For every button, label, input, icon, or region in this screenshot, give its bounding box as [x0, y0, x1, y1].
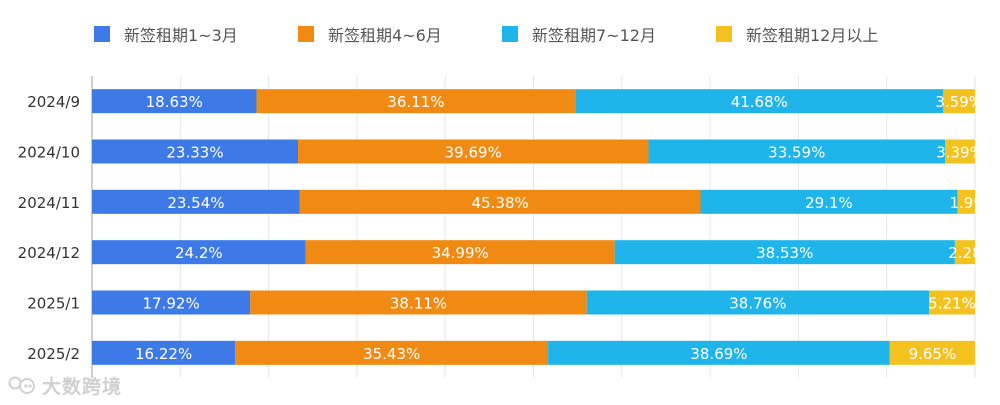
data-label: 23.54%	[167, 194, 224, 212]
bar-segment	[943, 89, 975, 114]
watermark-logo-icon	[8, 376, 35, 394]
legend-label: 新签租期1~3月	[124, 26, 238, 45]
bar-segment	[928, 290, 975, 315]
data-label: 38.53%	[756, 244, 813, 262]
bar-segment	[298, 139, 649, 164]
bar-segment	[305, 240, 615, 265]
watermark: 大数跨境	[8, 370, 122, 400]
y-tick-label: 2024/12	[18, 244, 80, 262]
data-label: 29.1%	[805, 194, 853, 212]
data-label: 33.59%	[768, 144, 825, 162]
y-tick-label: 2024/9	[27, 93, 80, 111]
legend-swatch	[298, 26, 314, 42]
data-label: 3.39%	[936, 144, 984, 162]
data-label: 17.92%	[143, 295, 200, 313]
bar-segment	[92, 139, 299, 164]
legend-swatch	[502, 26, 518, 42]
bar-segment	[548, 340, 890, 365]
legend-item: 新签租期1~3月	[94, 22, 238, 46]
legend-label: 新签租期7~12月	[532, 26, 656, 45]
legend-swatch	[94, 26, 110, 42]
legend-swatch	[716, 26, 732, 42]
bar-segment	[954, 240, 975, 265]
bar-segment	[614, 240, 955, 265]
data-label: 16.22%	[135, 345, 192, 363]
data-label: 35.43%	[363, 345, 420, 363]
bar-segment	[586, 290, 929, 315]
watermark-text: 大数跨境	[42, 375, 123, 398]
data-label: 34.99%	[432, 244, 489, 262]
bar-segment	[700, 189, 958, 214]
data-label: 18.63%	[146, 93, 203, 111]
bar-segment	[92, 340, 236, 365]
bar-segment	[648, 139, 946, 164]
bar-segment	[250, 290, 587, 315]
bar-segment	[92, 89, 257, 114]
data-label: 45.38%	[472, 194, 529, 212]
bar-segment	[945, 139, 975, 164]
y-tick-label: 2024/11	[18, 194, 80, 212]
data-label: 38.69%	[690, 345, 747, 363]
bar-segment	[256, 89, 576, 114]
data-label: 38.11%	[390, 295, 447, 313]
y-tick-label: 2025/2	[27, 345, 80, 363]
legend: 新签租期1~3月 新签租期4~6月 新签租期7~12月 新签租期12月以上	[0, 22, 1000, 46]
data-label: 2.28	[948, 244, 981, 262]
data-label: 3.59%	[935, 93, 983, 111]
y-tick-label: 2024/10	[18, 144, 80, 162]
y-tick-label: 2025/1	[27, 295, 80, 313]
bar-segment	[92, 240, 306, 265]
data-label: 38.76%	[729, 295, 786, 313]
data-label: 39.69%	[445, 144, 502, 162]
bar-segment	[235, 340, 549, 365]
legend-item: 新签租期12月以上	[716, 22, 878, 46]
legend-label: 新签租期4~6月	[328, 26, 442, 45]
legend-item: 新签租期7~12月	[502, 22, 656, 46]
data-label: 1.99	[950, 194, 983, 212]
data-label: 36.11%	[387, 93, 444, 111]
data-label: 24.2%	[175, 244, 223, 262]
bar-segment	[299, 189, 701, 214]
bar-segment	[92, 189, 300, 214]
legend-label: 新签租期12月以上	[746, 26, 879, 45]
data-label: 41.68%	[731, 93, 788, 111]
data-label: 9.65%	[909, 345, 957, 363]
legend-item: 新签租期4~6月	[298, 22, 442, 46]
bar-segment	[957, 189, 975, 214]
bar-segment	[92, 290, 251, 315]
data-label: 5.21%	[928, 295, 976, 313]
bar-segment	[889, 340, 975, 365]
data-label: 23.33%	[166, 144, 223, 162]
bar-segment	[575, 89, 944, 114]
